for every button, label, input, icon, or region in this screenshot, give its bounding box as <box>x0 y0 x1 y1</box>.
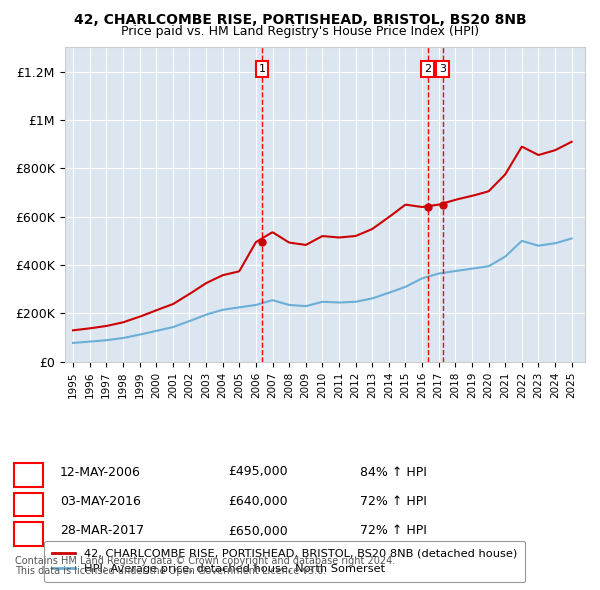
Text: 84% ↑ HPI: 84% ↑ HPI <box>360 466 427 478</box>
Text: 12-MAY-2006: 12-MAY-2006 <box>60 466 141 478</box>
Text: £640,000: £640,000 <box>228 495 287 508</box>
Text: 3: 3 <box>24 525 32 537</box>
Text: 1: 1 <box>24 466 32 478</box>
Text: 2: 2 <box>24 495 32 508</box>
Legend: 42, CHARLCOMBE RISE, PORTISHEAD, BRISTOL, BS20 8NB (detached house), HPI: Averag: 42, CHARLCOMBE RISE, PORTISHEAD, BRISTOL… <box>44 541 526 582</box>
Text: 72% ↑ HPI: 72% ↑ HPI <box>360 525 427 537</box>
Text: This data is licensed under the Open Government Licence v3.0.: This data is licensed under the Open Gov… <box>15 566 326 576</box>
Text: 1: 1 <box>259 64 265 74</box>
Text: Price paid vs. HM Land Registry's House Price Index (HPI): Price paid vs. HM Land Registry's House … <box>121 25 479 38</box>
Text: 42, CHARLCOMBE RISE, PORTISHEAD, BRISTOL, BS20 8NB: 42, CHARLCOMBE RISE, PORTISHEAD, BRISTOL… <box>74 13 526 27</box>
Text: 2: 2 <box>424 64 431 74</box>
Text: 72% ↑ HPI: 72% ↑ HPI <box>360 495 427 508</box>
Text: £495,000: £495,000 <box>228 466 287 478</box>
Text: 03-MAY-2016: 03-MAY-2016 <box>60 495 141 508</box>
Text: 28-MAR-2017: 28-MAR-2017 <box>60 525 144 537</box>
Text: Contains HM Land Registry data © Crown copyright and database right 2024.: Contains HM Land Registry data © Crown c… <box>15 556 395 566</box>
Text: 3: 3 <box>439 64 446 74</box>
Text: £650,000: £650,000 <box>228 525 288 537</box>
